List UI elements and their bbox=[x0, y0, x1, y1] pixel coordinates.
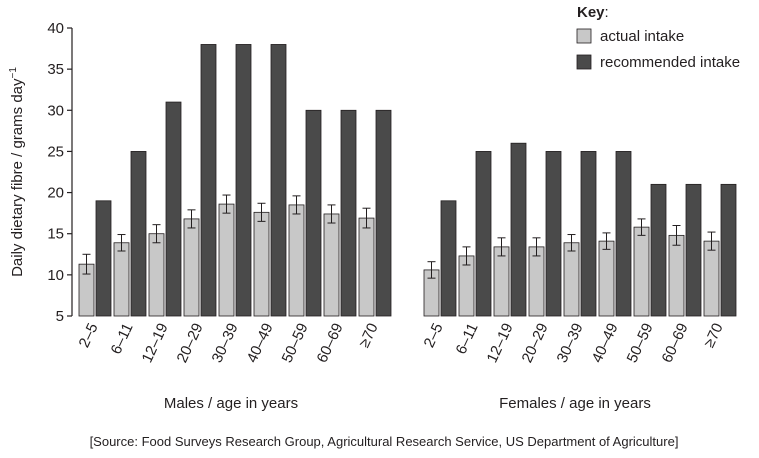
error-bar bbox=[427, 261, 436, 279]
bar-actual-intake bbox=[563, 242, 580, 317]
x-tick-label: ≥70 bbox=[701, 321, 727, 351]
error-bar bbox=[532, 237, 541, 257]
error-bar bbox=[602, 232, 611, 250]
y-axis-label: Daily dietary fibre / grams day−1 bbox=[8, 67, 26, 277]
x-tick-label: 60–69 bbox=[314, 321, 347, 366]
bar-actual-intake bbox=[668, 234, 685, 317]
x-tick-label: 12–19 bbox=[484, 321, 517, 366]
error-bar bbox=[497, 237, 506, 257]
legend-label-actual: actual intake bbox=[600, 28, 684, 45]
legend-swatch-actual bbox=[576, 28, 592, 44]
x-tick-label: 40–49 bbox=[244, 321, 277, 366]
x-tick-label: 40–49 bbox=[589, 321, 622, 366]
x-tick-label: 50–59 bbox=[624, 321, 657, 366]
error-bar bbox=[672, 224, 681, 246]
bar-recommended-intake bbox=[545, 151, 562, 317]
x-tick-label: 30–39 bbox=[209, 321, 242, 366]
x-tick-label: ≥70 bbox=[356, 321, 382, 351]
error-bar bbox=[187, 209, 196, 229]
x-tick-label: 30–39 bbox=[554, 321, 587, 366]
legend-swatch-recommended bbox=[576, 54, 592, 70]
bar-recommended-intake bbox=[580, 151, 597, 317]
error-bar bbox=[117, 234, 126, 252]
x-tick-label: 60–69 bbox=[659, 321, 692, 366]
x-tick-label: 2–5 bbox=[76, 321, 102, 351]
x-tick-label: 20–29 bbox=[519, 321, 552, 366]
bar-recommended-intake bbox=[340, 109, 357, 317]
y-tick-label: 5 bbox=[56, 308, 64, 325]
bars bbox=[78, 44, 737, 317]
y-tick-label: 10 bbox=[47, 267, 64, 284]
bar-recommended-intake bbox=[270, 44, 287, 317]
bar-recommended-intake bbox=[475, 151, 492, 317]
bar-recommended-intake bbox=[95, 200, 112, 317]
y-tick-label: 35 bbox=[47, 61, 64, 78]
error-bar bbox=[257, 202, 266, 222]
bar-recommended-intake bbox=[440, 200, 457, 317]
bar-recommended-intake bbox=[165, 101, 182, 317]
bar-actual-intake bbox=[113, 242, 130, 317]
bar-recommended-intake bbox=[720, 183, 737, 317]
bar-actual-intake bbox=[633, 226, 650, 317]
error-bar bbox=[362, 207, 371, 229]
legend-label-recommended: recommended intake bbox=[600, 54, 740, 71]
bar-recommended-intake bbox=[510, 142, 527, 317]
bar-recommended-intake bbox=[130, 151, 147, 317]
x-tick-label: 6–11 bbox=[108, 321, 137, 357]
bar-actual-intake bbox=[358, 217, 375, 317]
y-tick-label: 30 bbox=[47, 102, 64, 119]
males-x-axis-label: Males / age in years bbox=[164, 395, 298, 412]
error-bar bbox=[327, 204, 336, 224]
x-tick-label: 2–5 bbox=[421, 321, 447, 351]
bar-actual-intake bbox=[218, 203, 235, 317]
bar-recommended-intake bbox=[375, 109, 392, 317]
legend: Key: actual intake recommended intake bbox=[576, 4, 740, 71]
bar-recommended-intake bbox=[685, 183, 702, 317]
x-tick-label: 50–59 bbox=[279, 321, 312, 366]
bar-actual-intake bbox=[598, 240, 615, 317]
error-bar bbox=[707, 231, 716, 251]
y-tick-label: 20 bbox=[47, 185, 64, 202]
bar-actual-intake bbox=[183, 218, 200, 317]
x-tick-label: 20–29 bbox=[174, 321, 207, 366]
y-tick-label: 15 bbox=[47, 226, 64, 243]
legend-title: Key: bbox=[577, 4, 609, 21]
y-axis: 5 10 15 20 25 30 35 40 bbox=[47, 20, 73, 325]
error-bar bbox=[152, 224, 161, 244]
error-bar bbox=[292, 195, 301, 215]
x-tick-label: 12–19 bbox=[139, 321, 172, 366]
bar-actual-intake bbox=[323, 213, 340, 317]
error-bar bbox=[222, 194, 231, 214]
error-bar bbox=[637, 218, 646, 236]
error-bar bbox=[567, 234, 576, 252]
bar-actual-intake bbox=[703, 240, 720, 317]
x-tick-labels: 2–5 6–11 12–19 20–29 30–39 40–49 50–59 60–69 ≥70… bbox=[76, 321, 727, 366]
bar-recommended-intake bbox=[650, 183, 667, 317]
bar-actual-intake bbox=[528, 246, 545, 317]
bar-actual-intake bbox=[253, 211, 270, 317]
bar-recommended-intake bbox=[305, 109, 322, 317]
bar-actual-intake bbox=[148, 233, 165, 317]
y-tick-label: 25 bbox=[47, 143, 64, 160]
error-bar bbox=[462, 246, 471, 266]
y-tick-label: 40 bbox=[47, 20, 64, 37]
bar-actual-intake bbox=[288, 204, 305, 317]
source-note: [Source: Food Surveys Research Group, Ag… bbox=[90, 434, 679, 449]
females-x-axis-label: Females / age in years bbox=[499, 395, 651, 412]
bar-recommended-intake bbox=[235, 44, 252, 317]
error-bar bbox=[82, 253, 91, 275]
x-tick-label: 6–11 bbox=[453, 321, 482, 357]
bar-recommended-intake bbox=[615, 151, 632, 317]
bar-actual-intake bbox=[493, 246, 510, 317]
bar-recommended-intake bbox=[200, 44, 217, 317]
